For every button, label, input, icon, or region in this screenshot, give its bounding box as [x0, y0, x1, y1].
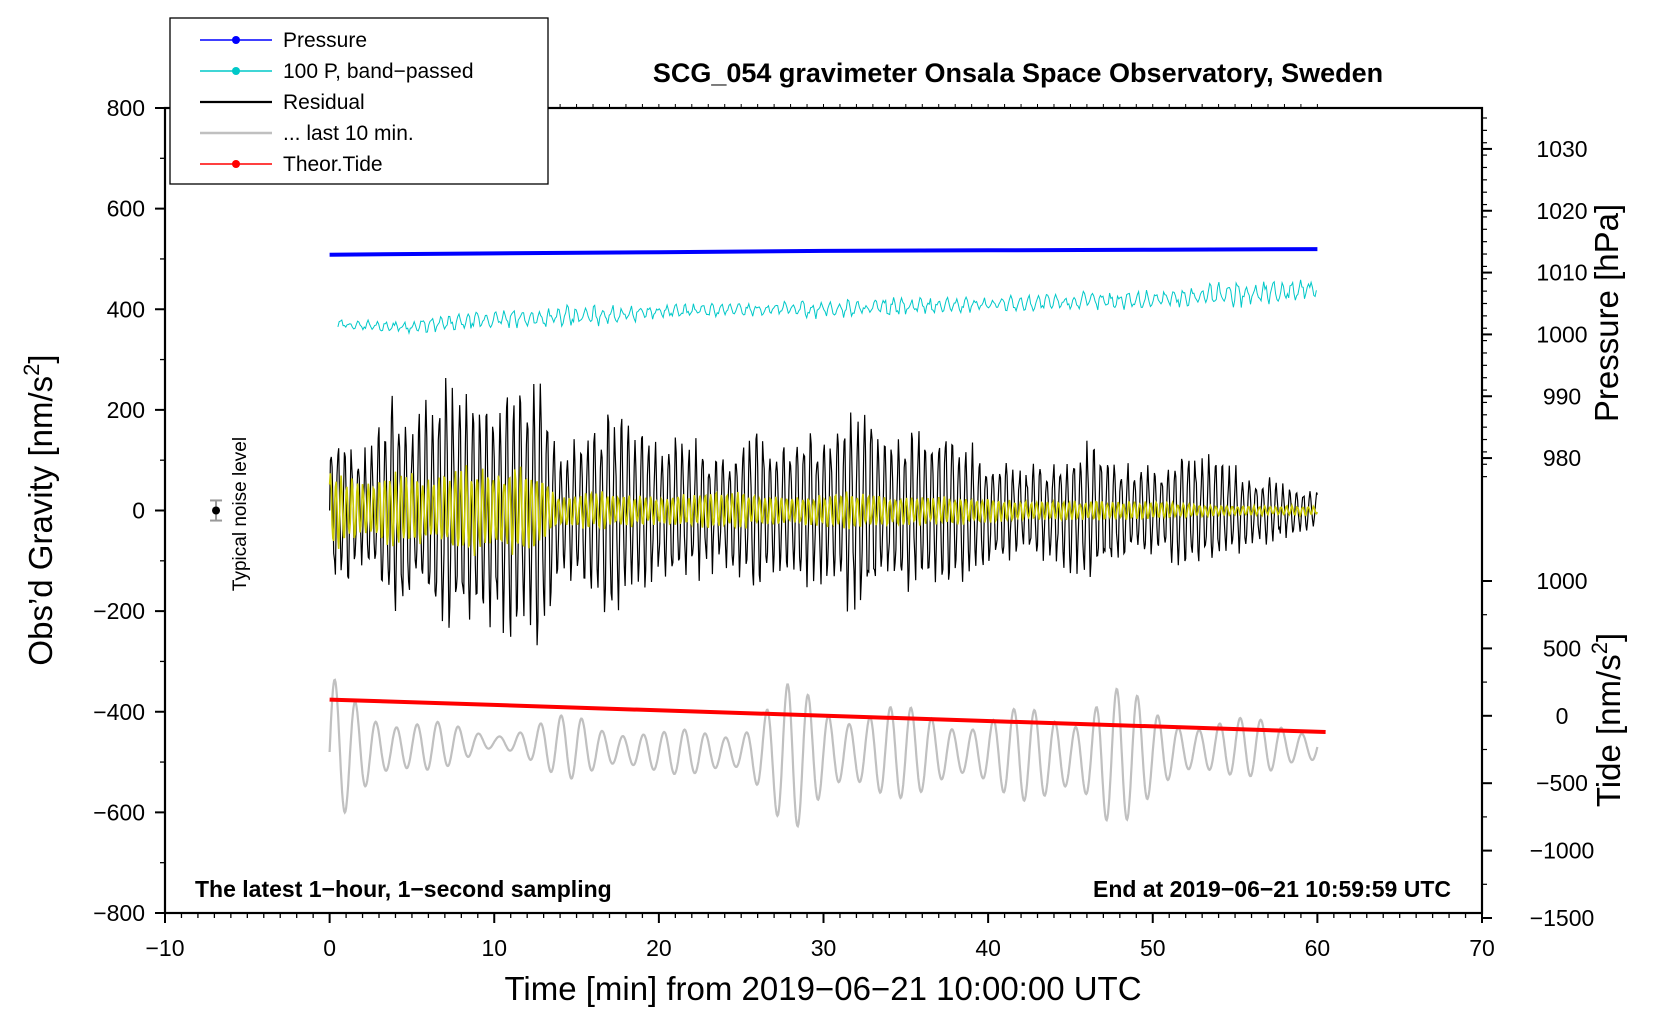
- pressure-line: [329, 247, 1318, 257]
- y-axis-label-gravity-text: Obs’d Gravity [nm/s: [22, 376, 59, 666]
- y-tick-label-tide: 0: [1556, 703, 1569, 729]
- y-axis-label-pressure: Pressure [hPa]: [1588, 204, 1625, 422]
- y-tick-label-pressure: 990: [1543, 383, 1581, 409]
- y-tick-label-gravity: 200: [107, 397, 145, 423]
- legend-label: Residual: [283, 91, 365, 114]
- y-axis-label-gravity-close: ]: [22, 354, 59, 363]
- legend-label: Pressure: [283, 29, 367, 52]
- y-tick-label-gravity: 0: [132, 498, 145, 524]
- y-axis-label-tide-close: ]: [1590, 633, 1627, 642]
- y-tick-label-pressure: 980: [1543, 445, 1581, 471]
- theoretical-tide-line: [329, 697, 1326, 734]
- legend-label: ... last 10 min.: [283, 122, 414, 145]
- y-tick-label-pressure: 1030: [1536, 136, 1587, 162]
- x-tick-label: 20: [646, 935, 672, 961]
- last-10-min-line: [328, 678, 1319, 829]
- legend: Pressure 100 P, band−passed Residual ... la…: [169, 17, 549, 185]
- y-tick-label-tide: 500: [1543, 635, 1581, 661]
- axes: −10 0 10 20 30 40 50 60 70−800−600−400−200020040…: [93, 95, 1594, 961]
- y-axis-label-gravity-sup: 2: [19, 364, 44, 376]
- y-tick-label-tide: −500: [1536, 770, 1588, 796]
- y-tick-label-gravity: 800: [107, 95, 145, 121]
- noise-level-marker: [210, 499, 223, 522]
- y-tick-label-gravity: 600: [107, 196, 145, 222]
- residual-line: [329, 377, 1318, 646]
- y-axis-label-tide-text: Tide [nm/s: [1590, 654, 1627, 807]
- y-tick-label-pressure: 1010: [1536, 260, 1587, 286]
- x-tick-label: 60: [1305, 935, 1331, 961]
- x-tick-label: −10: [145, 935, 184, 961]
- y-tick-label-gravity: −800: [93, 900, 145, 926]
- x-tick-label: 30: [811, 935, 837, 961]
- noise-point: [212, 506, 221, 515]
- chart-title: SCG_054 gravimeter Onsala Space Observat…: [653, 58, 1383, 88]
- band-passed-pressure-line: [337, 279, 1317, 336]
- y-tick-label-pressure: 1000: [1536, 321, 1587, 347]
- y-tick-label-tide: 1000: [1536, 568, 1587, 594]
- plot-lines: [328, 247, 1326, 829]
- x-tick-label: 50: [1140, 935, 1166, 961]
- y-axis-label-tide-sup: 2: [1587, 642, 1612, 654]
- legend-marker: [232, 67, 240, 75]
- x-tick-label: 70: [1469, 935, 1495, 961]
- sampling-note: The latest 1−hour, 1−second sampling: [195, 876, 612, 902]
- y-tick-label-pressure: 1020: [1536, 198, 1587, 224]
- x-tick-label: 10: [481, 935, 507, 961]
- noise-level-label: Typical noise level: [230, 437, 251, 591]
- y-tick-label-gravity: −600: [93, 799, 145, 825]
- y-axis-label-gravity: Obs’d Gravity [nm/s2]: [19, 354, 59, 665]
- x-tick-label: 0: [323, 935, 336, 961]
- end-time-note: End at 2019−06−21 10:59:59 UTC: [1093, 876, 1451, 902]
- x-tick-label: 40: [975, 935, 1001, 961]
- y-tick-label-tide: −1000: [1530, 838, 1595, 864]
- y-axis-label-tide: Tide [nm/s2]: [1587, 633, 1627, 807]
- y-tick-label-gravity: −200: [93, 598, 145, 624]
- y-tick-label-gravity: −400: [93, 699, 145, 725]
- x-axis-label: Time [min] from 2019−06−21 10:00:00 UTC: [504, 970, 1141, 1007]
- y-tick-label-tide: −1500: [1530, 905, 1595, 931]
- legend-label: 100 P, band−passed: [283, 60, 474, 83]
- legend-label: Theor.Tide: [283, 153, 383, 176]
- legend-marker: [232, 160, 240, 168]
- legend-marker: [232, 36, 240, 44]
- filtered-residual-line: [328, 465, 1319, 557]
- y-tick-label-gravity: 400: [107, 296, 145, 322]
